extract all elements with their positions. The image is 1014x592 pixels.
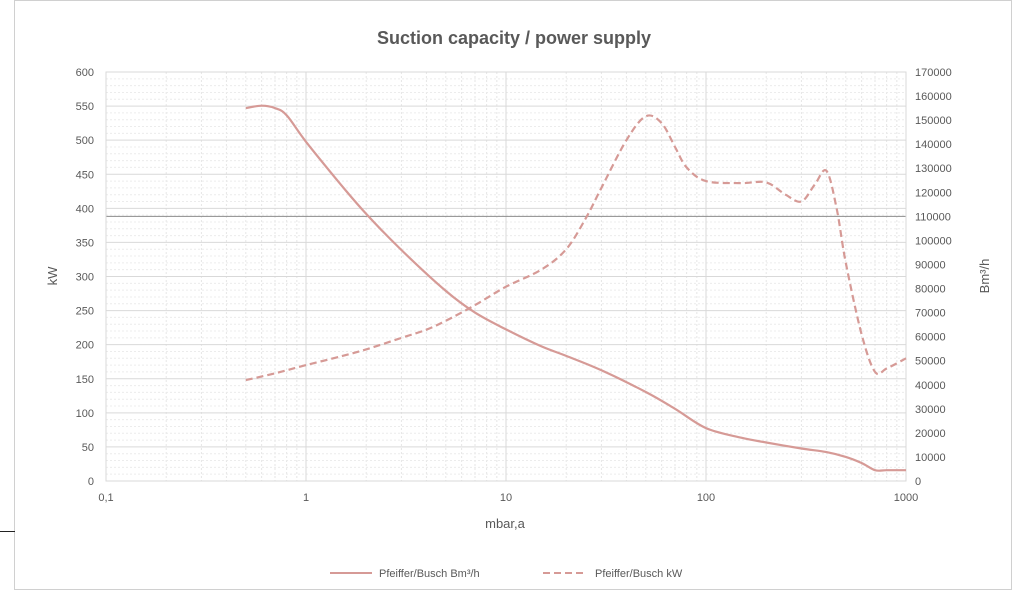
- x-tick-label: 100: [697, 492, 715, 504]
- series-layer: [245, 104, 907, 472]
- left-tick-label: 150: [76, 374, 94, 386]
- right-tick-label: 160000: [915, 91, 952, 103]
- right-axis-label: Bm³/h: [977, 259, 992, 294]
- right-tick-label: 140000: [915, 139, 952, 151]
- x-tick-label: 1000: [894, 492, 918, 504]
- outer-divider-line: [0, 531, 15, 532]
- left-axis-label: kW: [45, 266, 60, 286]
- left-tick-label: 500: [76, 135, 94, 147]
- x-axis-label: mbar,a: [485, 516, 526, 531]
- left-tick-label: 50: [82, 442, 94, 454]
- chart-title: Suction capacity / power supply: [377, 28, 651, 48]
- right-tick-label: 100000: [915, 235, 952, 247]
- right-tick-label: 10000: [915, 452, 946, 464]
- left-tick-label: 600: [76, 67, 94, 79]
- plot-area: [105, 71, 907, 482]
- x-axis-tick-labels: 0,1 1 10 100 1000: [98, 492, 918, 504]
- right-tick-label: 30000: [915, 404, 946, 416]
- left-tick-label: 200: [76, 340, 94, 352]
- chart-frame: [14, 0, 1012, 590]
- right-tick-label: 50000: [915, 356, 946, 368]
- right-tick-label: 110000: [915, 211, 951, 223]
- right-tick-label: 150000: [915, 115, 952, 127]
- left-tick-label: 250: [76, 306, 94, 318]
- legend-label-solid: Pfeiffer/Busch Bm³/h: [379, 568, 480, 580]
- x-tick-label: 10: [500, 492, 512, 504]
- right-tick-label: 70000: [915, 308, 946, 320]
- series-line-bm3h: [245, 104, 906, 472]
- series-line-kw: [245, 114, 907, 382]
- left-tick-label: 450: [76, 169, 94, 181]
- x-tick-label: 0,1: [98, 492, 113, 504]
- left-tick-label: 100: [76, 408, 94, 420]
- left-tick-label: 0: [88, 476, 94, 488]
- right-tick-label: 80000: [915, 284, 946, 296]
- right-tick-label: 0: [915, 476, 921, 488]
- left-tick-label: 350: [76, 237, 94, 249]
- right-tick-label: 90000: [915, 259, 946, 271]
- right-tick-label: 40000: [915, 380, 946, 392]
- right-tick-label: 130000: [915, 163, 952, 175]
- left-axis-tick-labels: 0 50 100 150 200 250 300 350 400 450 500 550 600: [76, 67, 94, 488]
- x-tick-label: 1: [303, 492, 309, 504]
- left-tick-label: 300: [76, 272, 94, 284]
- right-tick-label: 120000: [915, 187, 952, 199]
- legend-label-dashed: Pfeiffer/Busch kW: [595, 568, 683, 580]
- left-tick-label: 400: [76, 203, 94, 215]
- right-tick-label: 20000: [915, 428, 946, 440]
- right-tick-label: 60000: [915, 332, 946, 344]
- left-tick-label: 550: [76, 101, 94, 113]
- legend: Pfeiffer/Busch Bm³/h Pfeiffer/Busch kW: [330, 568, 683, 580]
- right-axis-tick-labels: 0 10000 20000 30000 40000 50000 60000 70000 8000…: [915, 67, 952, 488]
- right-tick-label: 170000: [915, 67, 952, 79]
